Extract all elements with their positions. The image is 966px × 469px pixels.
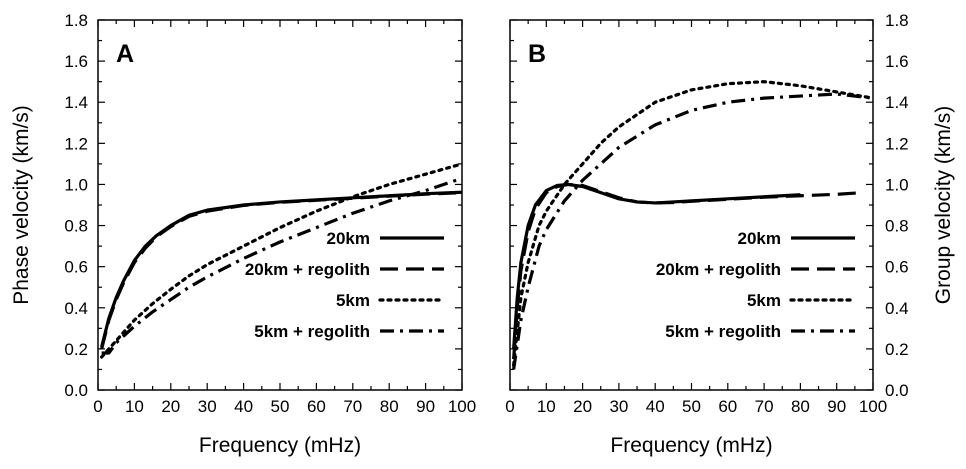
- y-tick-label: 0.0: [885, 381, 909, 400]
- x-tick-label: 70: [343, 397, 362, 416]
- legend-label: 20km + regolith: [245, 260, 370, 279]
- y-tick-label: 1.8: [64, 11, 88, 30]
- legend-label: 20km + regolith: [656, 260, 781, 279]
- y-tick-label: 0.2: [64, 340, 88, 359]
- x-tick-label: 80: [380, 397, 399, 416]
- x-tick-label: 0: [505, 397, 514, 416]
- y-tick-label: 1.6: [885, 52, 909, 71]
- x-tick-label: 50: [682, 397, 701, 416]
- y-tick-label: 1.2: [64, 134, 88, 153]
- legend-label: 5km: [747, 291, 781, 310]
- y-tick-label: 0.8: [64, 217, 88, 236]
- y-tick-label: 1.0: [64, 175, 88, 194]
- x-tick-label: 60: [718, 397, 737, 416]
- x-tick-label: 30: [198, 397, 217, 416]
- x-tick-label: 60: [307, 397, 326, 416]
- x-tick-label: 10: [125, 397, 144, 416]
- legend-label: 20km: [327, 229, 370, 248]
- x-tick-label: 50: [271, 397, 290, 416]
- x-tick-label: 20: [161, 397, 180, 416]
- y-tick-label: 0.6: [64, 258, 88, 277]
- y-axis-label: Group velocity (km/s): [932, 106, 955, 304]
- legend-label: 20km: [738, 229, 781, 248]
- x-tick-label: 100: [859, 397, 887, 416]
- x-axis-label: Frequency (mHz): [199, 434, 361, 457]
- legend: 20km 20km + regolith 5km 5km + regolith: [656, 229, 855, 341]
- legend-label: 5km + regolith: [254, 322, 370, 341]
- x-tick-label: 90: [416, 397, 435, 416]
- y-tick-label: 0.6: [885, 258, 909, 277]
- y-tick-label: 1.8: [885, 11, 909, 30]
- panel-label: B: [528, 40, 546, 68]
- panel-a: 0 10 20 30 40 50 60 70 80 90 100 0.0 0.2 0.4 0.6 0.8 1.0…: [10, 11, 476, 457]
- y-tick-label: 0.0: [64, 381, 88, 400]
- legend-label: 5km: [336, 291, 370, 310]
- x-tick-label: 40: [646, 397, 665, 416]
- y-tick-label: 1.6: [64, 52, 88, 71]
- y-tick-label: 0.2: [885, 340, 909, 359]
- panel-label: A: [116, 40, 134, 68]
- y-tick-label: 1.2: [885, 134, 909, 153]
- y-tick-label: 1.0: [885, 175, 909, 194]
- x-tick-label: 0: [93, 397, 102, 416]
- x-tick-label: 80: [791, 397, 810, 416]
- y-tick-label: 0.8: [885, 217, 909, 236]
- y-tick-label: 1.4: [885, 93, 909, 112]
- y-tick-label: 0.4: [885, 299, 909, 318]
- x-tick-label: 20: [573, 397, 592, 416]
- x-tick-label: 30: [609, 397, 628, 416]
- legend-label: 5km + regolith: [665, 322, 781, 341]
- y-tick-label: 0.4: [64, 299, 88, 318]
- x-tick-label: 100: [448, 397, 476, 416]
- x-tick-label: 40: [234, 397, 253, 416]
- y-tick-label: 1.4: [64, 93, 88, 112]
- x-tick-label: 90: [827, 397, 846, 416]
- x-tick-label: 10: [537, 397, 556, 416]
- x-axis-label: Frequency (mHz): [610, 434, 772, 457]
- y-axis-label: Phase velocity (km/s): [10, 105, 33, 305]
- x-tick-label: 70: [755, 397, 774, 416]
